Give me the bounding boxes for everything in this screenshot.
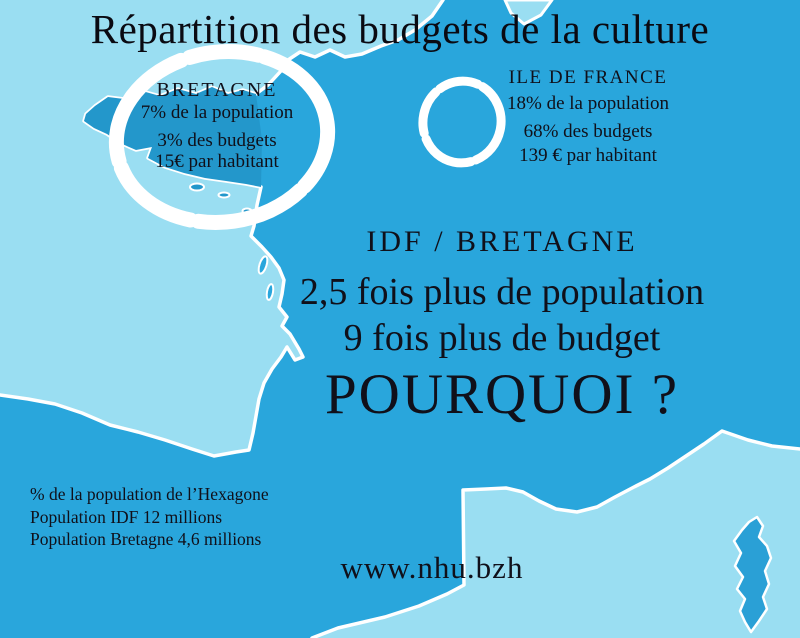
footnote-line-2: Population IDF 12 millions [30,506,223,527]
page-title: Répartition des budgets de la culture [90,6,710,52]
island-icon [189,182,205,192]
footnote-line-1: % de la population de l’Hexagone [30,484,269,504]
bretagne-label: BRETAGNE [156,79,278,101]
seine-estuary [503,0,554,26]
idf-population: 18% de la population [507,93,669,114]
comparison-heading: IDF / BRETAGNE [366,225,638,258]
comparison-budget-line: 9 fois plus de budget [343,317,661,359]
island-icon [265,283,275,301]
bretagne-per-capita: 15€ par habitant [155,151,279,172]
mediterranean-sea [312,431,800,638]
corsica-island [732,515,773,634]
island-icon [257,255,269,275]
idf-budgets: 68% des budgets [523,121,653,142]
idf-highlight-ring [418,76,506,168]
footnote-line-3: Population Bretagne 4,6 millions [30,529,262,549]
mediterranean-coastline [310,429,800,638]
website-url: www.nhu.bzh [340,550,524,585]
idf-per-capita: 139 € par habitant [519,145,657,166]
comparison-population-line: 2,5 fois plus de population [299,271,705,313]
bretagne-highlight-ring [108,44,336,230]
idf-label: ILE DE FRANCE [508,67,668,88]
pourquoi-question: POURQUOI ? [324,363,680,426]
footnote: % de la population de l’Hexagone Populat… [30,483,269,551]
bretagne-population: 7% de la population [140,102,294,123]
island-icon [217,191,231,199]
bretagne-budgets: 3% des budgets [157,130,277,151]
